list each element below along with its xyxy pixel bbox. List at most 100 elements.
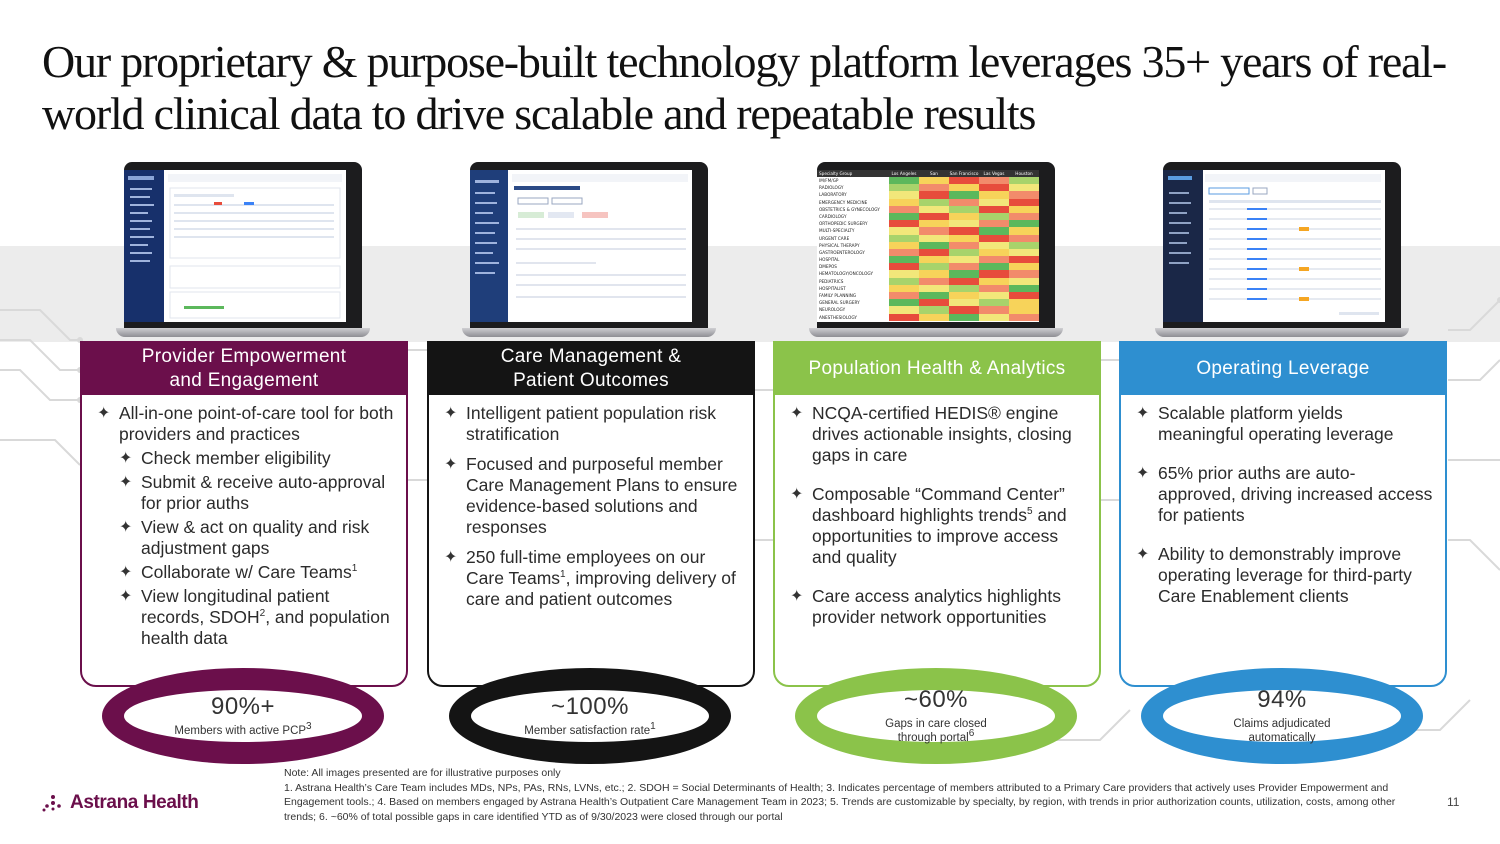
heatmap-cell [919,212,949,221]
heatmap-cell [919,205,949,213]
astrana-health-logo: Astrana Health [42,792,199,814]
column-title-line1: Provider Empowerment [141,346,347,367]
stat-label: Claims adjudicated automatically [1233,718,1331,744]
heatmap-row-label: HEMATOLOGY/ONCOLOGY [819,271,874,277]
heatmap-cell [1009,277,1039,285]
heatmap-cell [979,198,1009,206]
claims-table-row [1209,238,1381,240]
claims-row-link [1247,298,1267,300]
heatmap-cell [1009,212,1039,221]
heatmap-screenshot: Specialty Group Los Angeles San Bernardi… [817,170,1039,322]
column-title-line2: and Engagement [169,370,319,391]
bullet-list: Intelligent patient population risk stra… [429,395,753,610]
heatmap-cell [949,313,979,321]
heatmap-cell [1009,270,1039,278]
claims-status-tag [1299,227,1309,231]
footnote-disclaimer: Note: All images presented are for illus… [284,767,561,779]
heatmap-cell [919,234,949,242]
claims-table-row [1209,228,1381,230]
bullet-item: Ability to demonstrably improve operatin… [1136,544,1433,607]
heatmap-cell [979,248,1009,257]
heatmap-row-label: CARDIOLOGY [819,213,847,219]
heatmap-cell [919,306,949,314]
heatmap-cell [949,234,979,242]
heatmap-row: HOSPITAL [817,256,1039,264]
heatmap-cell [979,313,1009,321]
laptop-provider-portal [116,162,370,340]
heatmap-cell [889,198,919,206]
heatmap-cell [889,241,919,249]
heatmap-cell [889,177,919,185]
heatmap-row-label: MULTI-SPECIALTY [819,228,855,234]
heatmap-cell [919,270,949,278]
heatmap-cell [919,198,949,206]
heatmap-row: EMERGENCY MEDICINE [817,198,1039,206]
column-title-line2: Patient Outcomes [513,370,669,391]
bullet-item: Scalable platform yields meaningful oper… [1136,403,1433,445]
heatmap-header-las-vegas: Las Vegas [983,171,1005,176]
column-title-line1: Operating Leverage [1196,358,1370,379]
heatmap-cell [949,284,979,292]
claims-table-row [1209,268,1381,270]
heatmap-cell [949,241,979,249]
heatmap-cell [1009,313,1039,321]
heatmap-cell [889,284,919,292]
bullet-item: Focused and purposeful member Care Manag… [444,454,741,538]
claims-table-row [1209,248,1381,250]
column-operating-leverage: Operating Leverage Scalable platform yie… [1119,341,1447,687]
column-provider-empowerment: Provider Empowerment and Engagement All-i… [80,341,408,687]
heatmap-cell [949,191,979,199]
heatmap-cell [949,212,979,221]
heatmap-cell [1009,306,1039,314]
heatmap-cell [919,191,949,199]
heatmap-cell [889,191,919,199]
heatmap-cell [979,234,1009,242]
heatmap-cell [979,227,1009,235]
heatmap-cell [919,263,949,271]
heatmap-row: LABORATORY [817,191,1039,199]
heatmap-cell [1009,177,1039,185]
heatmap-cell [889,263,919,271]
bullet-item: Composable “Command Center” dashboard hi… [790,484,1087,568]
page-number: 11 [1447,795,1460,809]
heatmap-grid: IM/FM/GP RADIOLOGY LABORATORY EMERGENCY MED… [817,177,1039,321]
bullet-list: NCQA-certified HEDIS® engine drives acti… [775,395,1099,628]
heatmap-cell [979,220,1009,228]
care-management-screenshot [470,170,692,322]
heatmap-row: ORTHOPEDIC SURGERY [817,220,1039,228]
heatmap-header-san-francisco: San Francisco [949,171,979,176]
column-header: Operating Leverage [1121,343,1445,395]
heatmap-cell [1009,191,1039,199]
claims-row-link [1247,258,1267,260]
heatmap-cell [949,248,979,257]
stat-value: 90%+ [210,693,276,720]
footnote-references: 1. Astrana Health’s Care Team includes M… [284,781,1396,823]
stat-oval-claims: 94% Claims adjudicated automatically [1141,668,1423,764]
page-title: Our proprietary & purpose-built technolo… [42,36,1447,139]
heatmap-cell [949,177,979,185]
heatmap-header-los-angeles: Los Angeles [891,171,917,176]
heatmap-cell [1009,299,1039,307]
sub-bullet-item: View longitudinal patient records, SDOH2… [119,586,394,649]
heatmap-cell [1009,198,1039,206]
footnotes: Note: All images presented are for illus… [284,766,1424,824]
heatmap-row-label: URGENT CARE [819,235,850,241]
stat-value: ~100% [551,693,629,720]
heatmap-row-label: HOSPITAL [819,257,840,263]
heatmap-cell [1009,184,1039,192]
heatmap-cell [889,227,919,235]
heatmap-cell [979,306,1009,314]
heatmap-header-san-bernardino: San Bernardino [922,171,945,183]
provider-portal-screenshot [124,170,346,322]
heatmap-cell [949,292,979,300]
heatmap-cell [979,177,1009,185]
heatmap-row-label: DMEPOS [819,264,837,270]
heatmap-cell [889,292,919,300]
heatmap-cell [1009,284,1039,292]
heatmap-row: DMEPOS [817,263,1039,271]
heatmap-cell [1009,263,1039,271]
claims-row-link [1247,208,1267,210]
stat-oval-pcp: 90%+ Members with active PCP3 [102,668,384,764]
heatmap-cell [919,256,949,264]
stat-oval-gaps: ~60% Gaps in care closed through portal6 [795,668,1077,764]
